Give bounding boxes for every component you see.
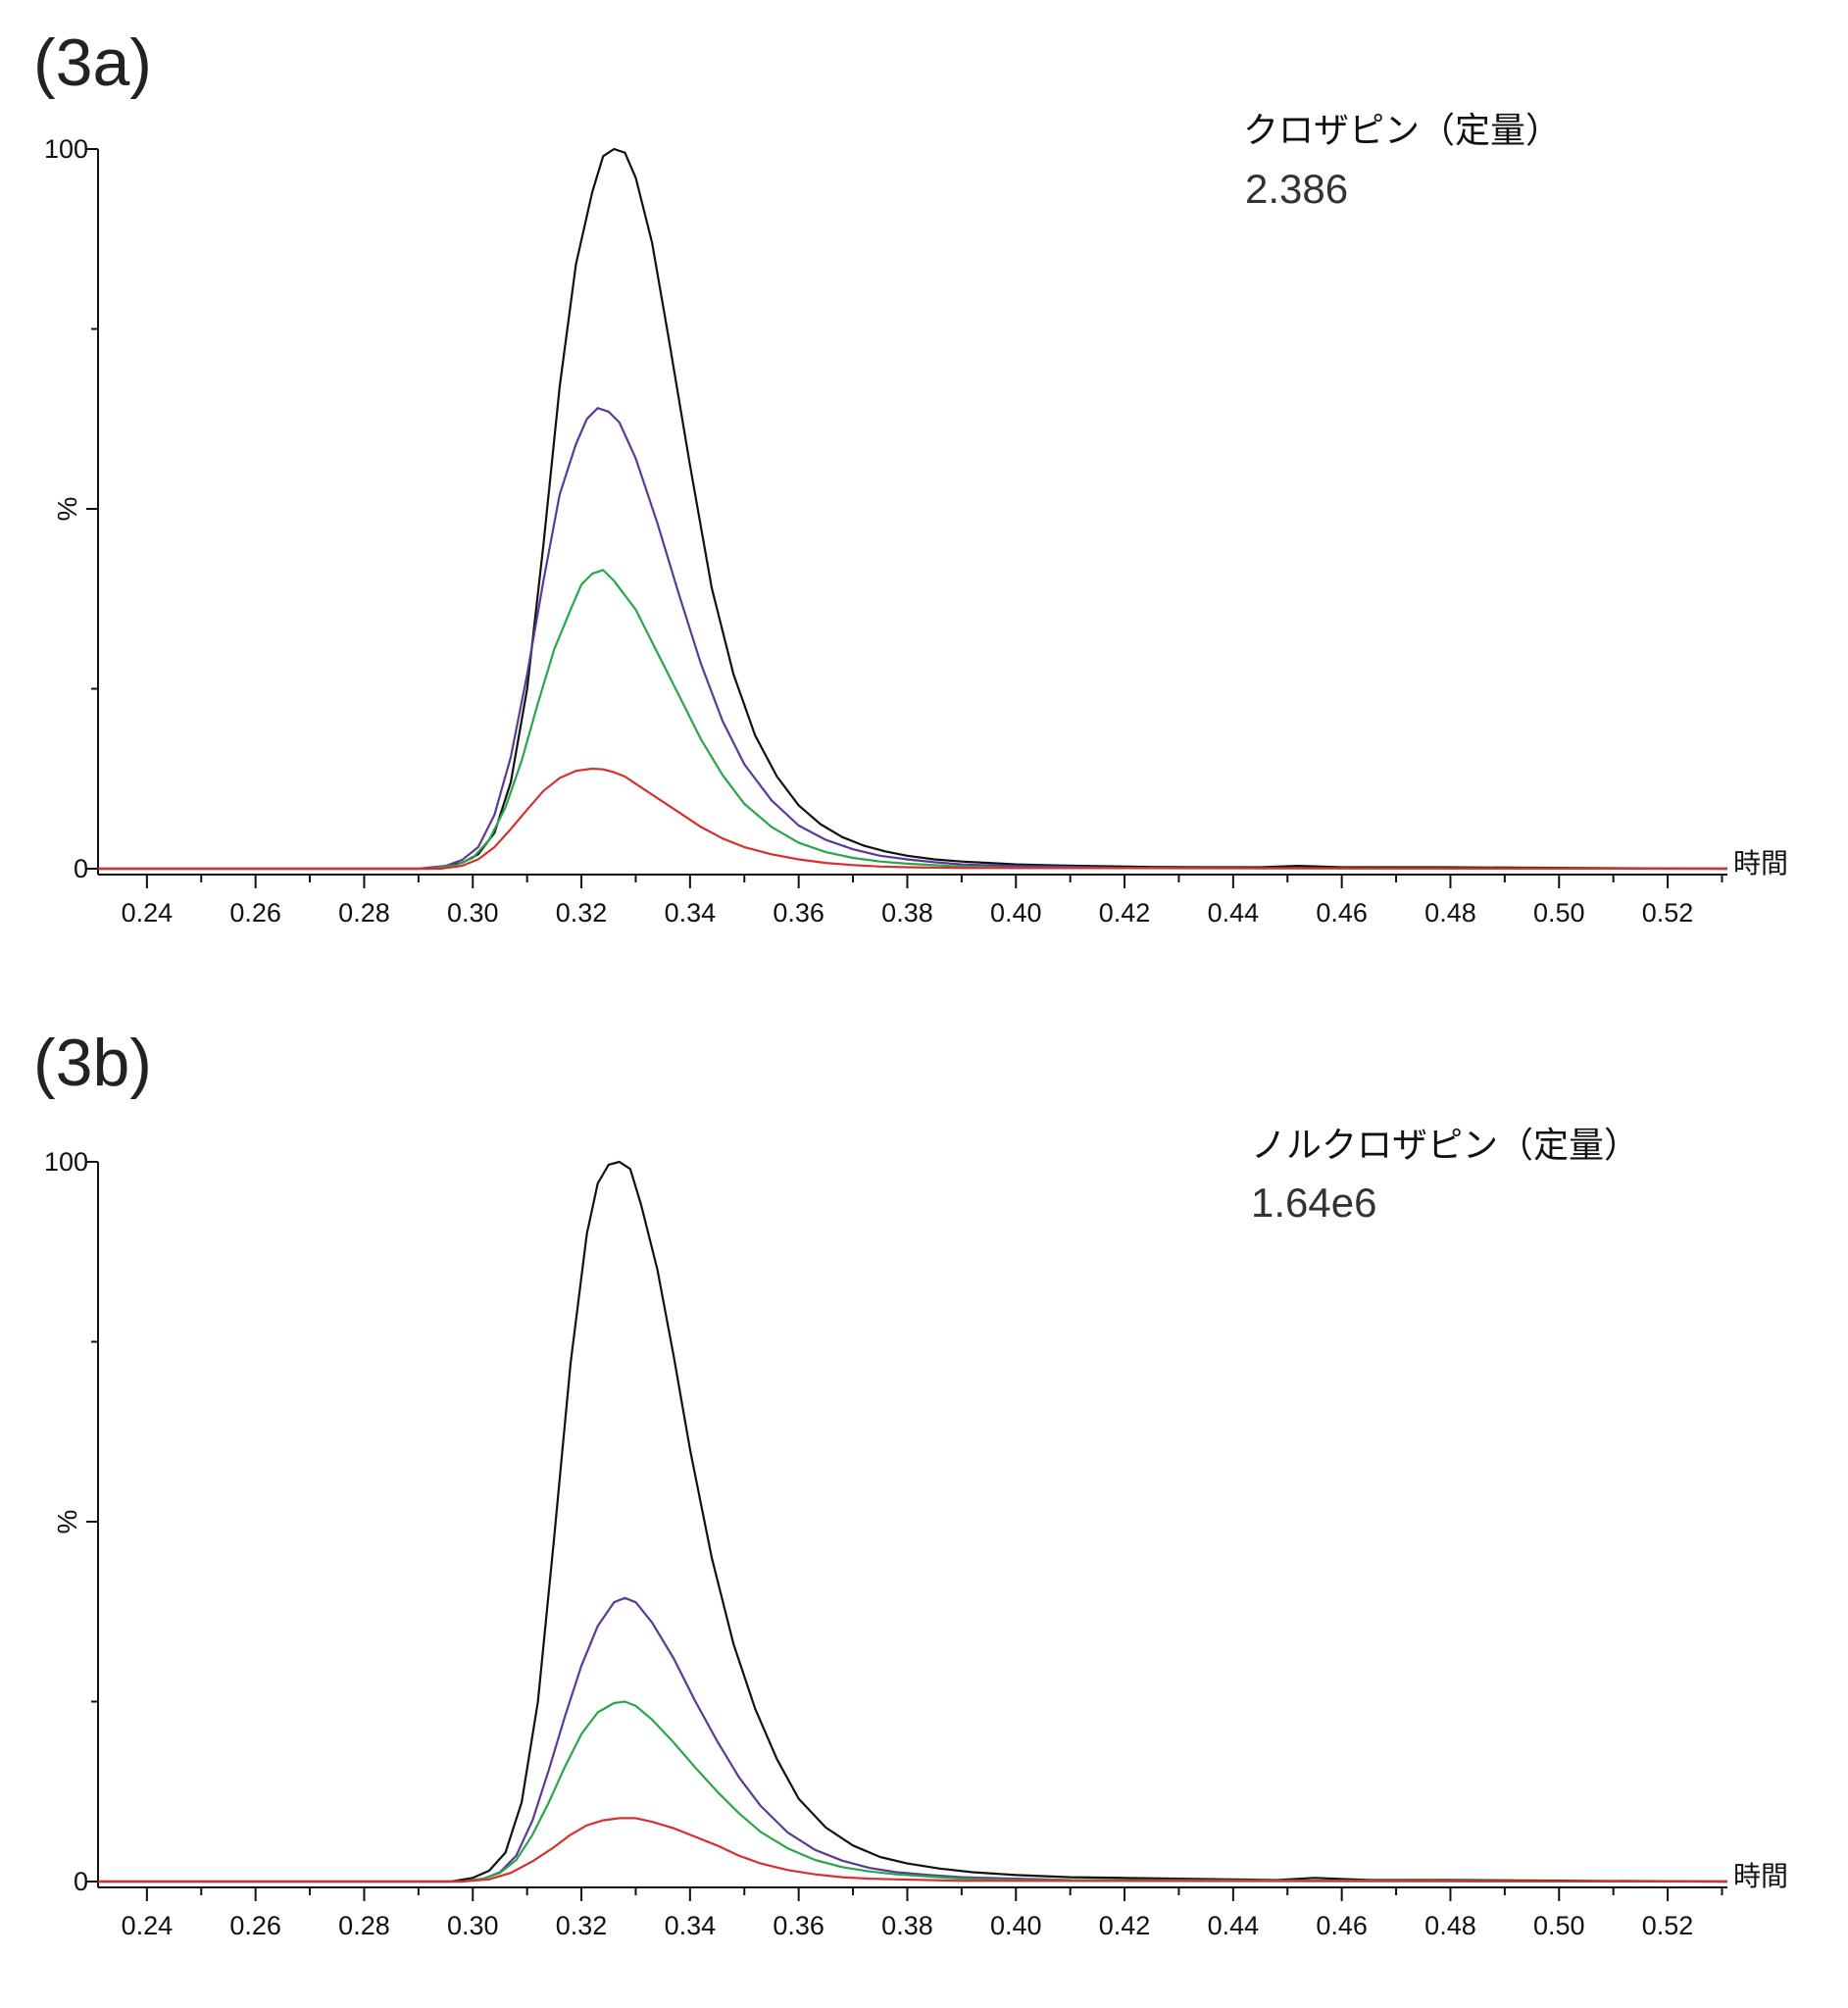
- x-tick-label: 0.36: [773, 1911, 824, 1940]
- series-line-1: [98, 1596, 1728, 1883]
- series-line-2: [98, 569, 1728, 871]
- x-tick-label: 0.38: [881, 1911, 933, 1940]
- x-tick-label: 0.34: [665, 1911, 717, 1940]
- x-tick-label: 0.24: [122, 898, 174, 928]
- peak-value: 2.386: [1245, 166, 1349, 212]
- y-tick-label: 100: [44, 134, 88, 164]
- x-tick-label: 0.40: [990, 1911, 1042, 1940]
- x-axis-title: 時間: [1733, 848, 1788, 878]
- y-tick-label: 100: [44, 1147, 88, 1177]
- series-line-3: [98, 1817, 1728, 1883]
- y-tick-label: 0: [74, 854, 88, 883]
- chromatogram-plot: 0 100% 0.24 0.26 0.28 0.30 0.32 0.34 0.36 0.38 0.4…: [44, 134, 1788, 928]
- x-tick-label: 0.52: [1642, 898, 1694, 928]
- y-tick-label: 0: [74, 1867, 88, 1896]
- y-axis-title: %: [52, 1510, 82, 1534]
- x-tick-label: 0.42: [1099, 1911, 1151, 1940]
- x-tick-label: 0.44: [1208, 898, 1260, 928]
- series-line-3: [98, 767, 1728, 871]
- x-tick-label: 0.44: [1208, 1911, 1260, 1940]
- x-tick-label: 0.30: [447, 898, 499, 928]
- x-tick-label: 0.28: [338, 898, 390, 928]
- x-tick-label: 0.36: [773, 898, 824, 928]
- x-tick-label: 0.34: [665, 898, 717, 928]
- x-tick-label: 0.46: [1316, 898, 1368, 928]
- panel-label: (3a): [33, 25, 152, 100]
- panel-label: (3b): [33, 1026, 152, 1100]
- series-line-1: [98, 407, 1728, 871]
- x-axis-title: 時間: [1733, 1861, 1788, 1891]
- x-tick-label: 0.32: [556, 1911, 608, 1940]
- chromatogram-plot: 0 100% 0.24 0.26 0.28 0.30 0.32 0.34 0.36 0.38 0.4…: [44, 1147, 1788, 1940]
- x-tick-label: 0.26: [229, 898, 281, 928]
- x-tick-label: 0.48: [1424, 898, 1476, 928]
- x-tick-label: 0.46: [1316, 1911, 1368, 1940]
- y-axis-title: %: [52, 497, 82, 522]
- x-tick-label: 0.28: [338, 1911, 390, 1940]
- compound-name: クロザピン（定量）: [1243, 110, 1562, 150]
- x-tick-label: 0.30: [447, 1911, 499, 1940]
- series-line-0: [98, 1160, 1728, 1883]
- x-tick-label: 0.52: [1642, 1911, 1694, 1940]
- x-tick-label: 0.38: [881, 898, 933, 928]
- series-line-2: [98, 1700, 1728, 1883]
- compound-name: ノルクロザピン（定量）: [1251, 1125, 1640, 1165]
- x-tick-label: 0.24: [122, 1911, 174, 1940]
- x-tick-label: 0.26: [229, 1911, 281, 1940]
- chart-panel-3a: (3a) クロザピン（定量） 2.386 0 100% 0.24 0.26 0.28 0.…: [0, 0, 1848, 990]
- x-tick-label: 0.42: [1099, 898, 1151, 928]
- x-tick-label: 0.32: [556, 898, 608, 928]
- series-line-0: [98, 147, 1728, 871]
- chart-panel-3b: (3b) ノルクロザピン（定量） 1.64e6 0 100% 0.24 0.26 0.2…: [0, 1010, 1848, 2008]
- x-tick-label: 0.50: [1533, 898, 1585, 928]
- x-tick-label: 0.40: [990, 898, 1042, 928]
- x-tick-label: 0.48: [1424, 1911, 1476, 1940]
- x-tick-label: 0.50: [1533, 1911, 1585, 1940]
- peak-value: 1.64e6: [1251, 1180, 1377, 1226]
